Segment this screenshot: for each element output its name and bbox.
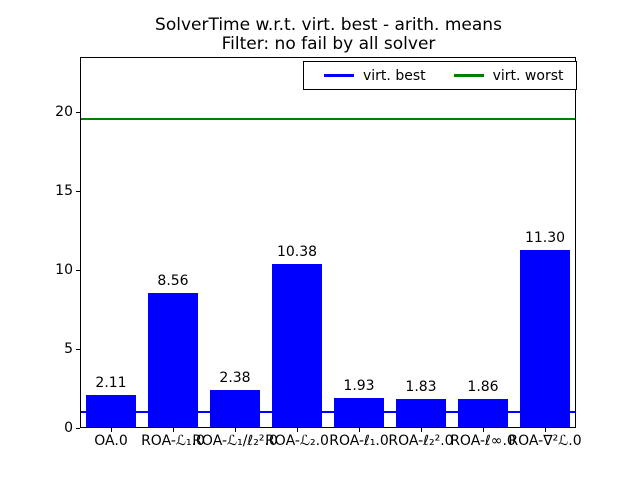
- bar-value-label: 11.30: [524, 229, 566, 246]
- legend-label-virt-worst: virt. worst: [492, 67, 564, 84]
- bar-value-label: 2.11: [95, 374, 127, 391]
- bar-value-label: 8.56: [157, 272, 189, 289]
- x-tick: [173, 428, 174, 432]
- bar: [210, 390, 260, 427]
- y-tick: [76, 191, 80, 192]
- x-tick-label: ROA-ℒ₂.0: [265, 433, 329, 449]
- bar-value-label: 2.38: [219, 370, 251, 387]
- x-tick: [235, 428, 236, 432]
- plot-area: [80, 57, 576, 428]
- virt-best-line: [81, 411, 575, 414]
- virt-worst-line-swatch: [453, 74, 484, 77]
- y-tick-label: 0: [64, 420, 73, 436]
- x-tick-label: OA.0: [94, 433, 128, 449]
- y-tick-label: 20: [55, 104, 73, 120]
- y-tick: [76, 112, 80, 113]
- bar: [86, 394, 136, 427]
- bar-value-label: 1.83: [405, 379, 437, 396]
- legend-entry-virt-best: virt. best: [324, 68, 426, 84]
- y-tick-label: 5: [64, 341, 73, 357]
- x-tick-label: ROA-ℒ₁/ℓ₂².0: [192, 433, 278, 449]
- x-tick-label: ROA-ℓ∞.0: [450, 433, 516, 449]
- bar: [520, 249, 570, 427]
- x-tick-label: ROA-ℓ₁.0: [329, 433, 389, 449]
- virt-worst-line: [81, 117, 575, 120]
- y-tick: [76, 270, 80, 271]
- y-tick: [76, 349, 80, 350]
- x-tick: [111, 428, 112, 432]
- y-tick-label: 15: [55, 183, 73, 199]
- x-tick: [483, 428, 484, 432]
- x-tick: [359, 428, 360, 432]
- bar-value-label: 10.38: [276, 244, 318, 261]
- y-tick-label: 10: [55, 262, 73, 278]
- x-tick-label: ROA-ℓ₂².0: [388, 433, 454, 449]
- legend: virt. best virt. worst: [303, 61, 577, 90]
- legend-entry-virt-worst: virt. worst: [453, 67, 564, 84]
- virt-best-line-swatch: [324, 74, 354, 77]
- chart-title: SolverTime w.r.t. virt. best - arith. me…: [155, 15, 502, 35]
- x-tick: [421, 428, 422, 432]
- x-tick-label: ROA-ℒ₁.0: [141, 433, 205, 449]
- x-tick: [297, 428, 298, 432]
- legend-label-virt-best: virt. best: [363, 67, 426, 84]
- bar-value-label: 1.86: [467, 378, 499, 395]
- chart-subtitle: Filter: no fail by all solver: [221, 34, 436, 54]
- x-tick: [545, 428, 546, 432]
- bar: [148, 292, 198, 427]
- bar-value-label: 1.93: [343, 377, 375, 394]
- y-tick: [76, 428, 80, 429]
- x-tick-label: ROA-∇²ℒ.0: [508, 433, 582, 449]
- bar: [272, 264, 322, 427]
